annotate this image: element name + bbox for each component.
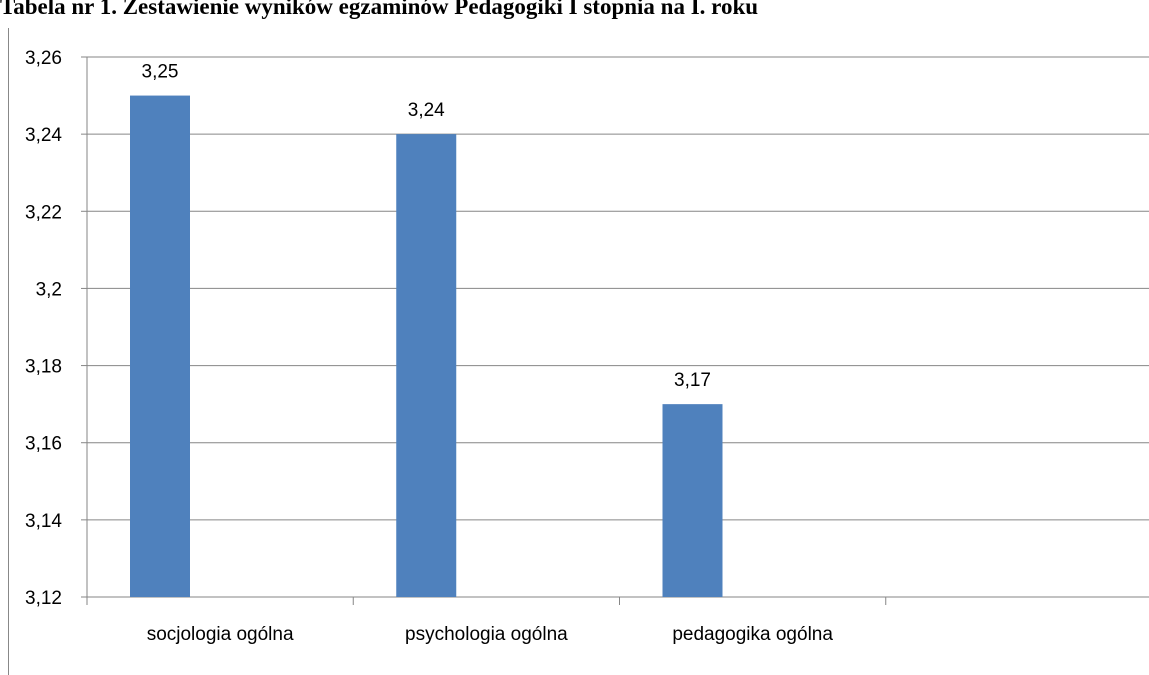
y-tick-label: 3,26 — [25, 48, 62, 69]
y-tick-label: 3,16 — [25, 434, 62, 455]
y-tick-label: 3,22 — [25, 202, 62, 223]
y-tick-label: 3,18 — [25, 357, 62, 378]
y-tick-label: 3,24 — [25, 125, 62, 146]
data-label: 3,25 — [142, 62, 179, 83]
x-tick-label: socjologia ogólna — [147, 624, 294, 645]
chart-title: Tabela nr 1. Zestawienie wyników egzamin… — [0, 0, 758, 19]
y-tick-label: 3,14 — [25, 511, 62, 532]
bar — [130, 95, 190, 598]
data-label: 3,24 — [408, 100, 445, 121]
bar — [396, 134, 457, 597]
y-tick-label: 3,2 — [36, 279, 62, 300]
y-tick-label: 3,12 — [25, 588, 62, 609]
bar — [662, 404, 723, 597]
data-label: 3,17 — [674, 370, 711, 391]
x-tick-label: psychologia ogólna — [405, 624, 568, 645]
x-tick-label: pedagogika ogólna — [672, 624, 833, 645]
